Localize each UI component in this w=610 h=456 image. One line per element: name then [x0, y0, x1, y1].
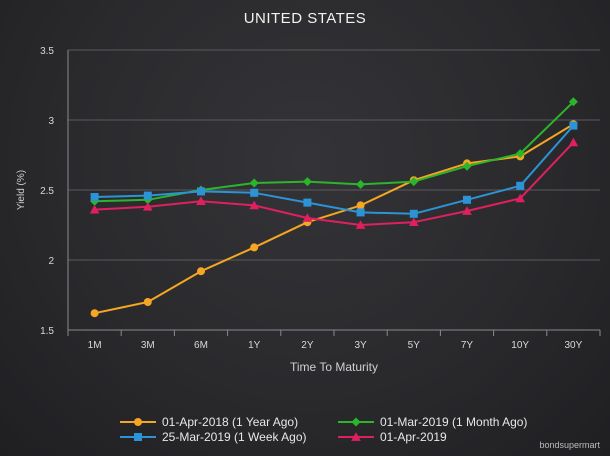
data-point[interactable] — [515, 149, 525, 159]
data-point[interactable] — [355, 220, 366, 229]
x-axis-ticks: 1M 3M 6M 1Y 2Y 3Y 5Y 7Y 10Y 30Y — [67, 330, 601, 351]
y-tick-label: 2.5 — [40, 186, 54, 197]
data-point[interactable] — [463, 195, 471, 204]
x-tick-label: 3Y — [354, 340, 367, 351]
legend-item[interactable]: 01-Apr-2019 — [338, 430, 447, 444]
x-tick-label: 7Y — [461, 340, 474, 351]
x-axis-label: Time To Maturity — [290, 360, 378, 374]
data-point[interactable] — [569, 121, 578, 130]
data-point[interactable] — [196, 196, 206, 206]
y-tick-label: 3.5 — [40, 46, 54, 57]
legend-label: 01-Mar-2019 (1 Month Ago) — [380, 415, 527, 429]
data-point[interactable] — [409, 209, 418, 218]
data-point[interactable] — [143, 191, 152, 200]
y-tick-label: 3 — [48, 116, 54, 127]
y-axis-label: Yield (%) — [16, 170, 27, 210]
series-1 — [90, 120, 578, 318]
x-tick-label: 6M — [194, 340, 208, 351]
legend[interactable]: 01-Apr-2018 (1 Year Ago) 01-Mar-2019 (1 M… — [120, 415, 527, 444]
x-tick-label: 2Y — [301, 340, 314, 351]
y-axis-ticks: 1.5 2 2.5 3 3.5 — [40, 46, 54, 337]
grid-lines — [68, 49, 600, 331]
series-4 — [89, 137, 579, 229]
legend-marker[interactable] — [134, 418, 142, 426]
legend-item[interactable]: 25-Mar-2019 (1 Week Ago) — [120, 430, 307, 444]
data-point[interactable] — [356, 179, 366, 189]
series-2 — [90, 97, 578, 206]
data-point[interactable] — [302, 177, 312, 187]
series-line — [94, 123, 574, 315]
data-point[interactable] — [143, 202, 153, 211]
series-line — [94, 101, 575, 203]
series-group — [89, 97, 579, 318]
data-point[interactable] — [90, 193, 99, 201]
data-point[interactable] — [356, 201, 365, 210]
data-point[interactable] — [303, 198, 312, 207]
credit-label: bondsupermart — [539, 440, 600, 450]
data-point[interactable] — [143, 298, 152, 306]
legend-marker[interactable] — [351, 432, 361, 441]
series-line — [94, 141, 575, 226]
legend-label: 01-Apr-2019 — [380, 430, 447, 444]
data-point[interactable] — [409, 177, 419, 187]
data-point[interactable] — [568, 137, 579, 147]
data-point[interactable] — [409, 217, 419, 227]
y-tick-label: 2 — [48, 256, 54, 267]
data-point[interactable] — [249, 200, 259, 210]
data-point[interactable] — [515, 193, 525, 203]
data-point[interactable] — [250, 188, 259, 197]
x-tick-label: 10Y — [511, 340, 529, 351]
data-point[interactable] — [462, 206, 472, 215]
data-point[interactable] — [89, 204, 100, 214]
legend-marker[interactable] — [351, 417, 361, 427]
data-point[interactable] — [356, 208, 365, 217]
data-point[interactable] — [516, 181, 525, 190]
data-point[interactable] — [462, 161, 472, 171]
data-point[interactable] — [250, 243, 259, 252]
data-point[interactable] — [249, 178, 259, 188]
x-tick-label: 1Y — [248, 340, 261, 351]
data-point[interactable] — [197, 187, 205, 196]
x-tick-label: 30Y — [565, 340, 583, 351]
legend-label: 01-Apr-2018 (1 Year Ago) — [162, 415, 298, 429]
data-point[interactable] — [90, 309, 99, 318]
y-tick-label: 1.5 — [40, 326, 54, 337]
data-point[interactable] — [568, 97, 578, 107]
x-tick-label: 5Y — [408, 340, 421, 351]
legend-label: 25-Mar-2019 (1 Week Ago) — [162, 430, 307, 444]
legend-item[interactable]: 01-Mar-2019 (1 Month Ago) — [338, 415, 527, 429]
chart-title: UNITED STATES — [244, 10, 367, 27]
data-point[interactable] — [302, 213, 313, 222]
legend-marker[interactable] — [134, 433, 142, 441]
legend-item[interactable]: 01-Apr-2018 (1 Year Ago) — [120, 415, 298, 429]
series-line — [94, 124, 575, 215]
data-point[interactable] — [197, 267, 205, 276]
x-tick-label: 1M — [88, 340, 102, 351]
x-tick-label: 3M — [141, 340, 155, 351]
series-3 — [90, 121, 578, 218]
